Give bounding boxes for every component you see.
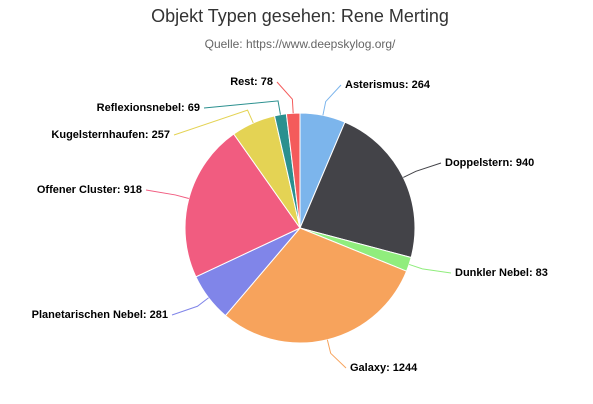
- pie-slice: [299, 121, 416, 259]
- data-label: Asterismus: 264: [345, 79, 431, 91]
- chart-title: Objekt Typen gesehen: Rene Merting: [151, 6, 449, 26]
- data-label: Galaxy: 1244: [350, 362, 418, 374]
- connector: [171, 297, 209, 316]
- pie-slice: [224, 227, 408, 344]
- connector: [203, 100, 281, 115]
- data-label: Rest: 78: [230, 76, 273, 88]
- data-label: Dunkler Nebel: 83: [455, 267, 548, 279]
- data-label: Planetarischen Nebel: 281: [32, 309, 168, 321]
- chart-subtitle: Quelle: https://www.deepskylog.org/: [205, 37, 396, 51]
- connector: [145, 189, 189, 200]
- connector: [326, 339, 347, 369]
- connector: [276, 81, 294, 114]
- connector: [408, 263, 452, 274]
- data-label: Kugelsternhaufen: 257: [51, 129, 170, 141]
- data-label: Offener Cluster: 918: [37, 184, 142, 196]
- connector: [322, 84, 342, 116]
- data-label: Reflexionsnebel: 69: [97, 102, 200, 114]
- data-label: Doppelstern: 940: [445, 157, 534, 169]
- connector: [173, 109, 254, 136]
- connector: [403, 162, 442, 178]
